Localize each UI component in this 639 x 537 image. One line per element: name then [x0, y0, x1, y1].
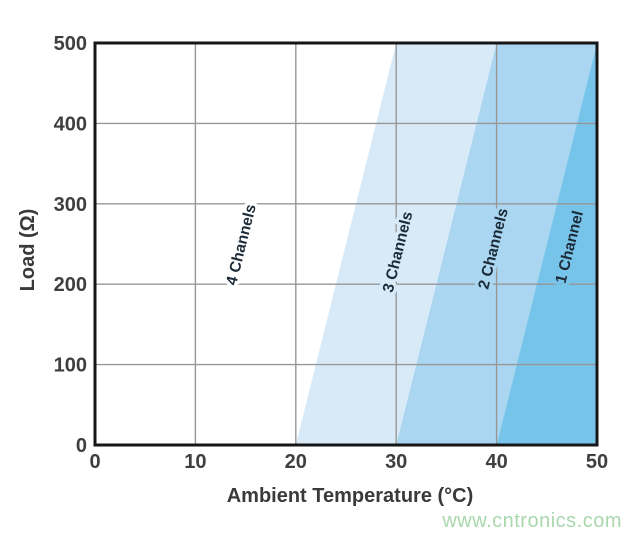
y-tick-label: 500	[54, 33, 87, 55]
x-tick-label: 0	[89, 451, 100, 473]
y-tick-label: 100	[54, 355, 87, 377]
x-tick-label: 40	[485, 451, 507, 473]
region-4-channels	[95, 43, 397, 445]
y-tick-label: 0	[76, 435, 87, 457]
x-tick-label: 50	[586, 451, 608, 473]
x-tick-label: 30	[385, 451, 407, 473]
watermark: www.cntronics.com	[442, 510, 622, 532]
x-tick-label: 20	[285, 451, 307, 473]
y-tick-label: 300	[54, 194, 87, 216]
y-tick-label: 200	[54, 274, 87, 296]
plot-border	[93, 41, 599, 447]
region-1-channel	[496, 43, 597, 445]
x-axis-title: Ambient Temperature (°C)	[227, 485, 474, 507]
y-tick-label: 400	[54, 113, 87, 135]
y-axis-title: Load (Ω)	[17, 209, 39, 292]
x-tick-label: 10	[184, 451, 206, 473]
